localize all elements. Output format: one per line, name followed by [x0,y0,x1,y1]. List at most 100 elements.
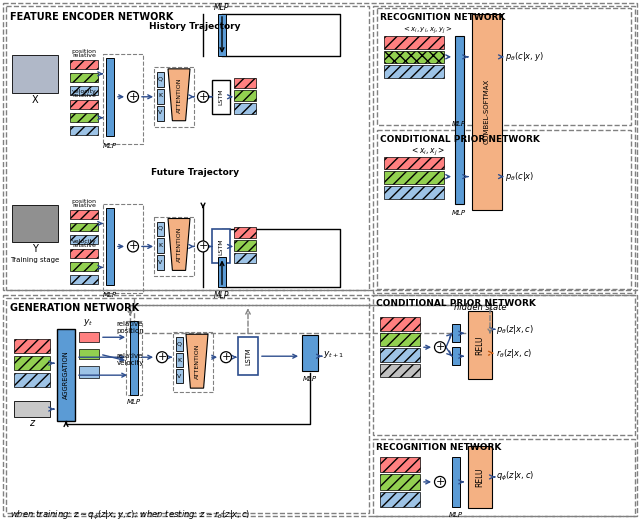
Bar [234,103,256,114]
Bar [6,6,369,290]
Bar [373,439,635,516]
Bar [70,73,98,82]
Bar [234,227,256,238]
Text: +: + [198,242,208,252]
Bar [106,208,114,286]
Text: ATTENTION: ATTENTION [195,343,200,379]
Bar [234,78,256,89]
Text: K: K [177,358,182,363]
Text: FEATURE ENCODER NETWORK: FEATURE ENCODER NETWORK [10,12,173,22]
Text: +: + [128,242,138,252]
Bar [218,257,226,287]
Bar [70,235,98,245]
Text: relative: relative [72,93,96,99]
Bar [12,204,58,243]
Text: $< x_i, x_j >$: $< x_i, x_j >$ [410,146,444,158]
Bar [452,324,460,342]
Text: Y: Y [32,245,38,255]
Bar [70,263,98,271]
Circle shape [157,352,168,363]
Text: K: K [159,243,163,248]
Text: relative: relative [72,53,96,58]
Bar [384,36,444,49]
Text: MLP: MLP [127,399,141,405]
Text: K: K [159,93,163,99]
Bar [234,240,256,251]
Circle shape [198,91,209,102]
Text: Q: Q [158,77,163,81]
Circle shape [435,476,445,487]
Bar [384,65,444,78]
Bar [302,335,318,371]
Bar [157,106,164,121]
Circle shape [221,352,232,363]
Text: $q_\phi(z|x,c)$: $q_\phi(z|x,c)$ [496,471,534,484]
Bar [126,321,142,395]
Text: +: + [128,92,138,102]
Bar [373,6,635,293]
Text: relative: relative [72,203,96,208]
Text: LSTM: LSTM [218,238,223,255]
Text: velocity: velocity [72,89,97,94]
Bar [173,332,213,392]
Text: MLP: MLP [452,210,466,215]
Text: $p_\theta(c|x)$: $p_\theta(c|x)$ [505,170,534,183]
Bar [157,89,164,104]
Circle shape [198,241,209,252]
Bar [70,100,98,109]
Text: z: z [29,418,35,428]
Text: MLP: MLP [303,376,317,382]
Bar [14,356,50,370]
Bar [373,296,635,435]
Text: AGGREGATION: AGGREGATION [63,351,69,399]
Bar [3,296,637,516]
Text: History Trajectory: History Trajectory [149,22,241,31]
Bar [384,157,444,169]
Bar [380,348,420,362]
Text: MLP: MLP [214,291,230,300]
Bar [212,80,230,114]
Polygon shape [186,334,208,388]
Text: ATTENTION: ATTENTION [177,227,182,262]
Text: $y_{t+1}$: $y_{t+1}$ [323,348,344,359]
Bar [79,366,99,378]
Bar [106,58,114,136]
Bar [176,353,183,367]
Circle shape [435,342,445,353]
Bar [70,223,98,232]
Text: RELU: RELU [476,467,484,487]
Text: LSTM: LSTM [218,89,223,105]
Bar [6,298,369,513]
Text: MLP: MLP [214,3,230,12]
Circle shape [127,241,138,252]
Bar [154,67,194,127]
Text: +: + [157,352,166,362]
Bar [130,321,138,395]
Polygon shape [168,219,190,270]
Bar [157,72,164,87]
Text: relative
position: relative position [116,321,144,334]
Bar [234,253,256,264]
Bar [70,113,98,122]
Bar [103,54,143,144]
Text: +: + [221,352,230,362]
Text: V: V [158,110,163,115]
Text: LSTM: LSTM [245,347,251,365]
Text: CONDITIONAL PRIOR NETWORK: CONDITIONAL PRIOR NETWORK [376,299,536,308]
Circle shape [127,91,138,102]
Bar [452,347,460,365]
Bar [238,337,258,375]
Text: MLP: MLP [103,292,117,298]
Bar [157,238,164,254]
Bar [218,14,226,56]
Bar [70,210,98,219]
Bar [176,369,183,383]
Bar [472,14,502,210]
Bar [468,311,492,379]
Text: relative: relative [72,243,96,248]
Bar [380,492,420,507]
Bar [377,130,631,289]
Text: relative
velocity: relative velocity [116,353,144,366]
Bar [79,332,99,342]
Text: $p_\theta(z|x,c)$: $p_\theta(z|x,c)$ [496,323,534,336]
